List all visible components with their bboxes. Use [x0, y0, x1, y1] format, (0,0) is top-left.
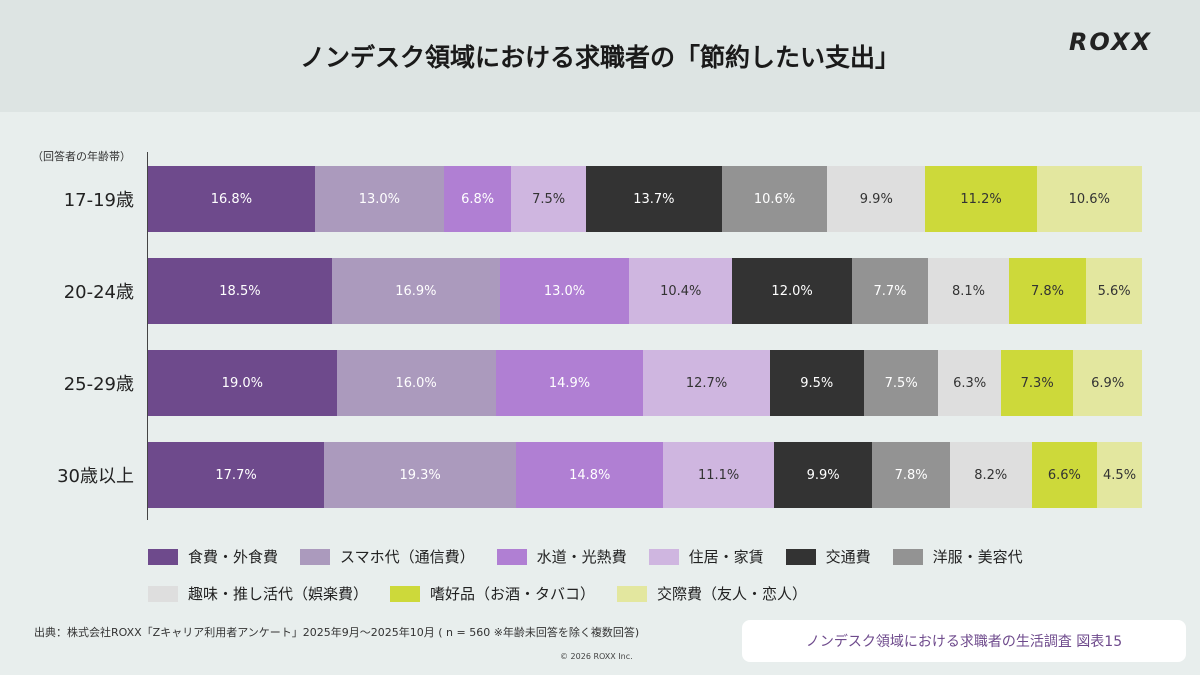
bar-segment: 10.6%	[1036, 166, 1142, 232]
row-label: 20-24歳	[63, 282, 134, 303]
bar-segment: 7.5%	[863, 350, 939, 416]
legend-item: 食費・外食費	[148, 546, 278, 567]
bar-segment: 18.5%	[148, 258, 332, 324]
bar-segment: 10.4%	[629, 258, 733, 324]
roxx-logo: ROXX	[1068, 28, 1152, 56]
bar-row: 18.5% 16.9% 13.0% 10.4% 12.0% 7.7% 8.1% 7.8% 5.6…	[148, 258, 1142, 324]
legend-label: 趣味・推し活代（娯楽費）	[188, 585, 369, 603]
legend-label: 食費・外食費	[188, 548, 279, 566]
bar-segment: 13.0%	[499, 258, 630, 324]
bar-segment: 13.0%	[314, 166, 444, 232]
bar-segment: 6.9%	[1073, 350, 1142, 416]
bar-segment: 7.5%	[511, 166, 586, 232]
row-label: 17-19歳	[63, 190, 134, 211]
legend-label: 洋服・美容代	[932, 548, 1023, 566]
bar-row: 19.0% 16.0% 14.9% 12.7% 9.5% 7.5% 6.3% 7.3% 6.9%	[148, 350, 1142, 416]
bar-segment: 10.6%	[721, 166, 828, 232]
legend-label: スマホ代（通信費）	[340, 548, 475, 566]
bar-segment: 13.7%	[585, 166, 722, 232]
legend-item: 住居・家賃	[648, 546, 764, 567]
legend-swatch	[892, 548, 923, 565]
legend-swatch	[617, 585, 648, 602]
legend-label: 交通費	[825, 548, 871, 566]
legend-label: 交際費（友人・恋人）	[657, 585, 808, 603]
bar-segment: 9.9%	[827, 166, 926, 232]
bar-row: 16.8% 13.0% 6.8% 7.5% 13.7% 10.6% 9.9% 11.2% 10.…	[148, 166, 1142, 232]
bar-segment: 7.8%	[1008, 258, 1087, 324]
legend-label: 住居・家賃	[688, 548, 764, 566]
axis-title: （回答者の年齢帯）	[32, 150, 131, 163]
row-label: 25-29歳	[63, 374, 134, 395]
legend-item: 洋服・美容代	[892, 546, 1023, 567]
legend-swatch	[785, 548, 816, 565]
legend-item: 趣味・推し活代（娯楽費）	[148, 583, 368, 604]
row-label: 30歳以上	[57, 466, 134, 487]
bar-segment: 17.7%	[148, 442, 325, 508]
copyright: © 2026 ROXX Inc.	[560, 652, 633, 661]
legend-item: スマホ代（通信費）	[300, 546, 475, 567]
bar-segment: 12.7%	[643, 350, 770, 416]
bar-segment: 11.1%	[663, 442, 774, 508]
bar-segment: 16.0%	[336, 350, 496, 416]
bar-segment: 5.6%	[1086, 258, 1142, 324]
bar-segment: 6.6%	[1031, 442, 1098, 508]
bar-segment: 7.7%	[851, 258, 929, 324]
legend-item: 交通費	[785, 546, 871, 567]
legend-label: 水道・光熱費	[536, 548, 627, 566]
bar-segment: 19.3%	[324, 442, 517, 508]
bar-segment: 7.8%	[872, 442, 950, 508]
bar-segment: 9.9%	[773, 442, 873, 508]
legend: 食費・外食費 スマホ代（通信費） 水道・光熱費 住居・家賃 交通費 洋服・美容代趣味・推し…	[148, 546, 1148, 604]
legend-swatch	[390, 585, 421, 602]
bar-segment: 14.9%	[495, 350, 644, 416]
bar-segment: 6.8%	[443, 166, 512, 232]
bar-segment: 6.3%	[938, 350, 1001, 416]
legend-label: 嗜好品（お酒・タバコ）	[430, 585, 596, 603]
source-note: 出典：株式会社ROXX「Zキャリア利用者アンケート」2025年9月〜2025年1…	[34, 626, 640, 639]
legend-item: 嗜好品（お酒・タバコ）	[390, 583, 595, 604]
bar-segment: 8.1%	[928, 258, 1009, 324]
bar-segment: 7.3%	[1000, 350, 1074, 416]
header-band	[0, 0, 1200, 112]
y-axis-line	[147, 152, 148, 520]
bar-segment: 16.9%	[331, 258, 500, 324]
bar-segment: 14.8%	[516, 442, 664, 508]
legend-swatch	[148, 585, 178, 602]
legend-swatch	[496, 548, 527, 565]
bar-segment: 4.5%	[1097, 442, 1142, 508]
bar-segment: 16.8%	[148, 166, 315, 232]
bar-segment: 12.0%	[732, 258, 852, 324]
bar-segment: 19.0%	[148, 350, 337, 416]
legend-swatch	[148, 548, 178, 565]
bar-segment: 11.2%	[925, 166, 1037, 232]
legend-item: 交際費（友人・恋人）	[617, 583, 807, 604]
bar-row: 17.7% 19.3% 14.8% 11.1% 9.9% 7.8% 8.2% 6.6% 4.5%	[148, 442, 1142, 508]
page-title: ノンデスク領域における求職者の「節約したい支出」	[299, 43, 900, 72]
figure-badge: ノンデスク領域における求職者の生活調査 図表15	[742, 620, 1186, 662]
legend-item: 水道・光熱費	[496, 546, 627, 567]
legend-swatch	[648, 548, 679, 565]
legend-swatch	[300, 548, 331, 565]
bar-segment: 9.5%	[769, 350, 864, 416]
bar-segment: 8.2%	[949, 442, 1032, 508]
